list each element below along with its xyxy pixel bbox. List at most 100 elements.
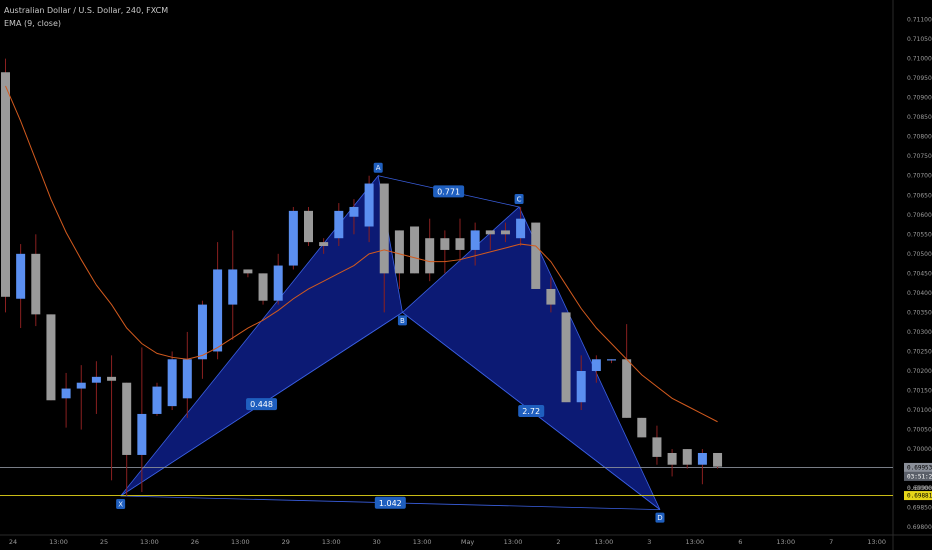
y-tick-label: 0.70700 xyxy=(907,173,932,180)
candle xyxy=(122,382,132,496)
candle-body xyxy=(531,222,541,289)
candle xyxy=(682,449,692,469)
y-tick-label: 0.69800 xyxy=(907,524,932,531)
y-tick-label: 0.70650 xyxy=(907,192,932,199)
candle-body xyxy=(667,452,677,465)
candle xyxy=(410,226,420,274)
price-tag-countdown: 03:51:21 xyxy=(904,471,932,481)
price-tag-text: 0.69900 xyxy=(907,485,932,492)
y-tick-label: 0.71050 xyxy=(907,36,932,43)
x-tick-label: 24 xyxy=(9,538,17,546)
price-tag-box xyxy=(904,462,932,472)
candle-body xyxy=(167,359,177,407)
candle-body xyxy=(410,226,420,274)
y-tick-label: 0.70100 xyxy=(907,407,932,414)
candle xyxy=(31,234,41,327)
ratio-label-text: 2.72 xyxy=(522,407,540,416)
price-tag-text: 0.69953 xyxy=(907,464,932,471)
candle xyxy=(213,242,223,360)
pattern-point-d: D xyxy=(655,512,665,523)
candle xyxy=(349,199,359,235)
candle xyxy=(546,277,556,313)
candle xyxy=(364,175,374,243)
candle-body xyxy=(91,376,101,383)
candle-body xyxy=(319,242,329,247)
candle-body xyxy=(455,238,465,250)
x-tick-label: 13:00 xyxy=(322,538,341,546)
candle xyxy=(91,361,101,414)
y-tick-label: 0.70350 xyxy=(907,309,932,316)
candle xyxy=(667,449,677,477)
y-tick-label: 0.70400 xyxy=(907,290,932,297)
candle-body xyxy=(182,359,192,399)
x-tick-label: 13:00 xyxy=(231,538,250,546)
x-tick-label: 13:00 xyxy=(595,538,614,546)
candle xyxy=(273,253,283,305)
candle xyxy=(334,203,344,247)
candle-body xyxy=(122,382,132,455)
x-tick-label: 13:00 xyxy=(413,538,432,546)
y-tick-label: 0.70950 xyxy=(907,75,932,82)
candle-body xyxy=(364,183,374,227)
y-tick-label: 0.70500 xyxy=(907,251,932,258)
candle-body xyxy=(607,359,616,361)
candle-body xyxy=(394,230,404,274)
candle-body xyxy=(137,413,147,455)
candle xyxy=(197,300,207,379)
candle-body xyxy=(228,269,238,305)
candle-body xyxy=(500,230,510,235)
x-tick-label: 25 xyxy=(100,538,108,546)
candle xyxy=(576,355,586,411)
ratio-label: 1.042 xyxy=(374,496,406,509)
candle-body xyxy=(152,386,162,414)
candle-body xyxy=(546,288,556,305)
point-label-text: D xyxy=(657,514,662,522)
candle xyxy=(76,365,86,430)
ratio-label: 0.771 xyxy=(433,185,465,198)
x-tick-label: 6 xyxy=(738,538,742,546)
candle xyxy=(622,324,632,418)
candle xyxy=(258,273,268,305)
x-tick-label: 13:00 xyxy=(685,538,704,546)
y-tick-label: 0.69900 xyxy=(907,485,932,492)
candle-body xyxy=(652,437,662,457)
candle-body xyxy=(61,388,71,399)
y-tick-label: 0.70250 xyxy=(907,348,932,355)
price-tag-text: 03:51:21 xyxy=(907,473,932,480)
candle-body xyxy=(682,449,692,465)
candle xyxy=(455,218,465,262)
x-tick-label: 13:00 xyxy=(140,538,159,546)
candle xyxy=(531,222,541,289)
pattern-point-c: C xyxy=(514,193,524,204)
candle-body xyxy=(349,206,359,217)
candle xyxy=(243,269,253,278)
candle-body xyxy=(197,304,207,360)
y-tick-label: 0.70450 xyxy=(907,270,932,277)
candle xyxy=(591,355,601,383)
candle-body xyxy=(591,359,601,371)
point-label-text: A xyxy=(376,164,381,172)
candle-body xyxy=(46,314,56,401)
candle xyxy=(440,230,450,274)
ratio-label: 0.448 xyxy=(246,398,278,411)
chart-legend: Australian Dollar / U.S. Dollar, 240, FX… xyxy=(4,4,168,30)
candle xyxy=(561,312,571,403)
x-tick-label: 29 xyxy=(282,538,290,546)
x-tick-label: 26 xyxy=(191,538,199,546)
x-tick-label: 13:00 xyxy=(776,538,795,546)
y-tick-label: 0.70750 xyxy=(907,153,932,160)
y-tick-label: 0.70150 xyxy=(907,388,932,395)
pattern-point-a: A xyxy=(373,162,383,173)
candle xyxy=(652,425,662,465)
candle xyxy=(485,230,495,250)
point-label-text: X xyxy=(118,500,123,508)
candle-body xyxy=(304,210,313,243)
candle xyxy=(137,347,147,493)
candle xyxy=(107,355,117,481)
candle xyxy=(425,218,435,282)
candle xyxy=(637,417,647,438)
y-tick-label: 0.70850 xyxy=(907,114,932,121)
point-label-box xyxy=(514,193,524,204)
ema-line xyxy=(5,85,718,423)
